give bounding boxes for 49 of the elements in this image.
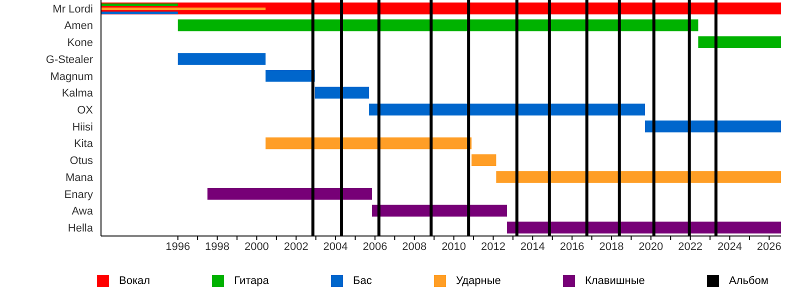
legend-label: Клавишные — [584, 275, 645, 287]
x-tick-label: 2014 — [520, 240, 545, 253]
bar — [178, 53, 266, 65]
y-tick-label: Kalma — [62, 88, 94, 100]
x-tick-label: 2012 — [480, 240, 506, 253]
y-tick-label: G-Stealer — [46, 54, 94, 66]
x-tick-label: 2004 — [323, 240, 348, 253]
x-tick-label: 2018 — [599, 240, 624, 253]
x-tick-label: 2020 — [638, 240, 664, 253]
y-tick-label: Kita — [74, 138, 94, 150]
bar — [372, 204, 508, 217]
x-tick-label: 2010 — [442, 240, 466, 253]
y-tick-label: Otus — [70, 155, 94, 168]
y-tick-label: Amen — [64, 20, 93, 32]
y-tick-label: Awa — [72, 206, 94, 218]
y-tick-label: Magnum — [50, 70, 93, 83]
x-tick-label: 1996 — [166, 240, 190, 253]
y-tick-label: Hiisi — [72, 121, 93, 134]
x-tick-label: 2024 — [718, 240, 742, 253]
x-tick-label: 2026 — [756, 240, 782, 253]
legend-label: Бас — [353, 275, 372, 287]
x-tick-label: 2000 — [244, 240, 269, 253]
bar — [101, 8, 266, 10]
x-tick-label: 2016 — [560, 240, 584, 253]
bar — [207, 188, 372, 200]
bar — [645, 120, 781, 132]
y-tick-label: Mr Lordi — [52, 3, 93, 16]
y-tick-label: Hella — [68, 222, 94, 234]
x-tick-label: 2008 — [402, 240, 427, 253]
bar — [698, 36, 781, 48]
x-tick-label: 2022 — [678, 240, 703, 253]
legend-label: Альбом — [728, 275, 768, 287]
legend-label: Вокал — [119, 275, 150, 287]
bar — [101, 12, 178, 14]
y-tick-label: Enary — [64, 188, 94, 201]
bar — [496, 171, 781, 183]
x-tick-label: 2006 — [362, 240, 388, 253]
x-tick-label: 2002 — [284, 240, 308, 253]
bar — [472, 154, 496, 166]
bar — [314, 86, 370, 99]
y-tick-label: Kone — [67, 37, 93, 50]
legend-label: Гитара — [234, 275, 269, 287]
x-tick-label: 1998 — [205, 240, 230, 253]
bar — [266, 70, 315, 82]
bar — [101, 4, 178, 6]
legend-label: Ударные — [456, 275, 501, 287]
y-tick-label: OX — [77, 104, 94, 116]
y-tick-label: Mana — [65, 172, 94, 184]
bar — [266, 137, 472, 150]
